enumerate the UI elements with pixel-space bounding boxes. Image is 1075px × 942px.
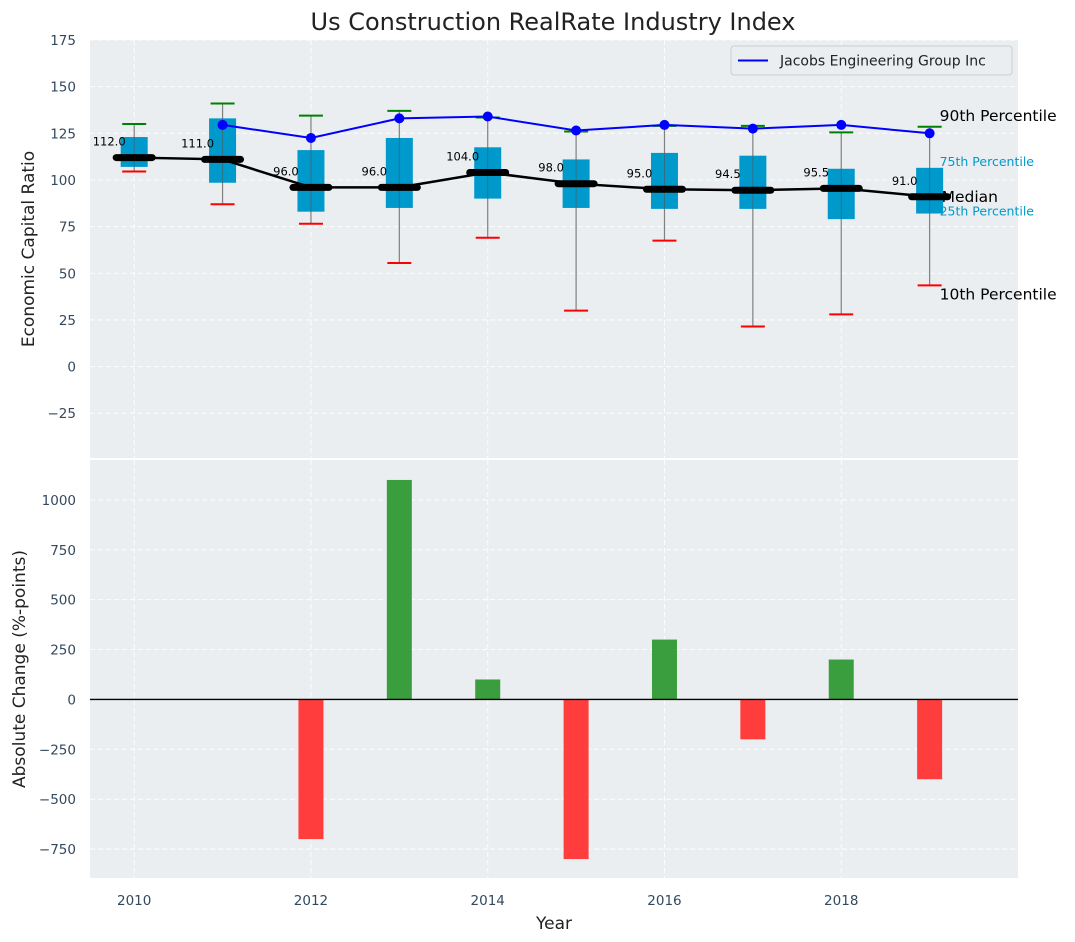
y-tick-label: −750 (39, 842, 76, 858)
company-point (482, 111, 493, 122)
bottom-y-axis-label: Absolute Change (%-points) (10, 550, 30, 788)
median-value-label: 96.0 (362, 164, 388, 178)
percentile-annotations-front: 90th Percentile Median 10th Percentile (940, 107, 1057, 304)
annotation-p90: 90th Percentile (940, 107, 1057, 125)
median-value-label: 95.5 (803, 165, 829, 179)
change-bar (917, 699, 943, 780)
company-point (571, 125, 582, 136)
percentile-annotations-back: 75th Percentile 25th Percentile (940, 154, 1035, 219)
change-bar (651, 639, 677, 700)
change-bar (475, 679, 501, 700)
top-panel: 175 150 125 100 75 50 25 0 −25 75th Percentile 25… (19, 33, 1057, 458)
annotation-p75: 75th Percentile (940, 154, 1035, 169)
company-point (924, 128, 935, 139)
y-tick-label: 175 (50, 33, 76, 49)
legend-entry: Jacobs Engineering Group Inc (779, 54, 986, 70)
x-tick-label: 2014 (471, 893, 505, 909)
annotation-p10: 10th Percentile (940, 285, 1057, 303)
bottom-y-ticks: 1000 750 500 250 0 −250 −500 −750 (39, 493, 76, 858)
company-point (394, 113, 405, 124)
x-tick-label: 2012 (294, 893, 328, 909)
top-plot-background (90, 40, 1018, 458)
top-y-axis-label: Economic Capital Ratio (19, 151, 39, 347)
change-bars (298, 479, 943, 860)
y-tick-label: 125 (50, 126, 76, 142)
company-point (747, 123, 758, 134)
y-tick-label: −250 (39, 742, 76, 758)
chart-title: Us Construction RealRate Industry Index (311, 8, 796, 36)
x-ticks: 2010 2012 2014 2016 2018 (117, 893, 858, 909)
x-axis-label: Year (535, 914, 572, 934)
y-tick-label: 150 (50, 80, 76, 96)
y-tick-label: 50 (59, 266, 76, 282)
annotation-median: Median (942, 188, 998, 206)
median-value-label: 104.0 (446, 149, 479, 163)
median-value-label: 95.0 (627, 166, 653, 180)
median-value-label: 94.5 (715, 167, 741, 181)
median-line-group (112, 154, 952, 201)
legend: Jacobs Engineering Group Inc (730, 45, 1013, 76)
y-tick-label: 250 (50, 643, 76, 659)
bottom-plot-background (90, 460, 1018, 878)
median-labels: 112.0 111.0 96.0 96.0 104.0 98.0 95.0 94.5 95.5 9… (93, 135, 918, 188)
x-tick-label: 2016 (647, 893, 681, 909)
y-tick-label: 0 (67, 692, 76, 708)
median-value-label: 112.0 (93, 135, 126, 149)
top-y-ticks: 175 150 125 100 75 50 25 0 −25 (48, 33, 77, 422)
company-point (659, 119, 670, 130)
y-tick-label: 100 (50, 173, 76, 189)
median-value-label: 96.0 (273, 164, 299, 178)
legend-box (730, 45, 1013, 76)
change-bar (386, 479, 412, 700)
y-tick-label: 750 (50, 543, 76, 559)
y-tick-label: 500 (50, 593, 76, 609)
median-value-label: 91.0 (892, 174, 918, 188)
median-trend-line (134, 156, 930, 198)
change-bar (740, 699, 766, 740)
y-tick-label: 75 (59, 220, 76, 236)
y-tick-label: −500 (39, 792, 76, 808)
company-series (217, 111, 935, 143)
y-tick-label: 25 (59, 313, 76, 329)
y-tick-label: 1000 (42, 493, 76, 509)
y-tick-label: −25 (48, 406, 77, 422)
change-bar (298, 699, 324, 840)
company-point (836, 119, 847, 130)
change-bar (828, 659, 854, 700)
x-tick-label: 2010 (117, 893, 151, 909)
company-point (305, 132, 316, 143)
median-value-label: 111.0 (181, 136, 214, 150)
y-tick-label: 0 (67, 360, 76, 376)
x-tick-label: 2018 (824, 893, 858, 909)
annotation-p25: 25th Percentile (940, 204, 1035, 219)
change-bar (563, 699, 589, 860)
median-value-label: 98.0 (538, 161, 564, 175)
company-point (217, 119, 228, 130)
